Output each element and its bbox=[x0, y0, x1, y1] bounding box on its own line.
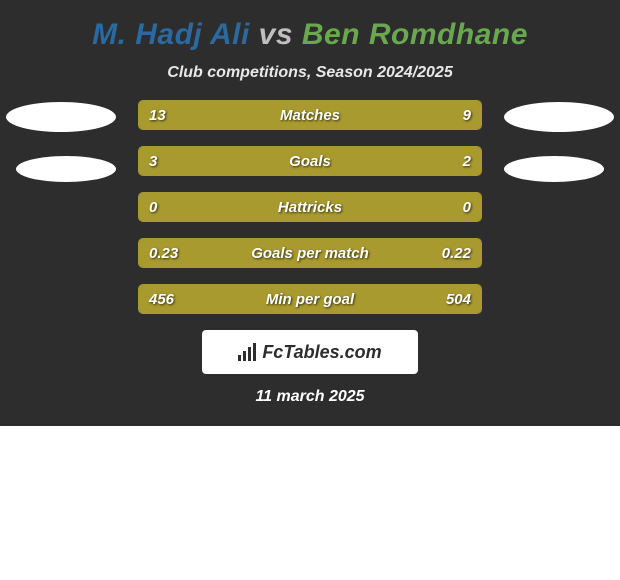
comparison-title: M. Hadj Ali vs Ben Romdhane bbox=[0, 0, 620, 58]
stat-fill-right bbox=[344, 147, 481, 175]
title-vs: vs bbox=[259, 18, 293, 51]
source-logo-text: FcTables.com bbox=[262, 342, 381, 363]
stat-row: 00Hattricks bbox=[138, 192, 482, 222]
stat-fill-right bbox=[301, 285, 481, 313]
stat-fill-right bbox=[310, 193, 481, 221]
stat-row: 139Matches bbox=[138, 100, 482, 130]
comparison-card: M. Hadj Ali vs Ben Romdhane Club competi… bbox=[0, 0, 620, 426]
title-player-left: M. Hadj Ali bbox=[92, 18, 250, 51]
stat-fill-left bbox=[139, 101, 341, 129]
stat-row: 0.230.22Goals per match bbox=[138, 238, 482, 268]
stats-block: 139Matches 32Goals 00Hattricks 0.230.22Goal… bbox=[0, 100, 620, 314]
stat-fill-left bbox=[139, 285, 301, 313]
source-logo[interactable]: FcTables.com bbox=[202, 330, 418, 374]
title-player-right: Ben Romdhane bbox=[302, 18, 528, 51]
stat-row: 456504Min per goal bbox=[138, 284, 482, 314]
avatar-right-1 bbox=[504, 102, 614, 132]
stat-rows: 139Matches 32Goals 00Hattricks 0.230.22Goal… bbox=[0, 100, 620, 314]
avatar-right-2 bbox=[504, 156, 604, 182]
stat-fill-left bbox=[139, 193, 310, 221]
stat-fill-right bbox=[314, 239, 481, 267]
stat-fill-left bbox=[139, 147, 344, 175]
stat-fill-right bbox=[341, 101, 481, 129]
avatar-left-1 bbox=[6, 102, 116, 132]
avatar-left-2 bbox=[16, 156, 116, 182]
snapshot-date: 11 march 2025 bbox=[0, 388, 620, 406]
stat-fill-left bbox=[139, 239, 314, 267]
stat-row: 32Goals bbox=[138, 146, 482, 176]
bar-chart-icon bbox=[238, 343, 256, 361]
comparison-subtitle: Club competitions, Season 2024/2025 bbox=[0, 58, 620, 100]
